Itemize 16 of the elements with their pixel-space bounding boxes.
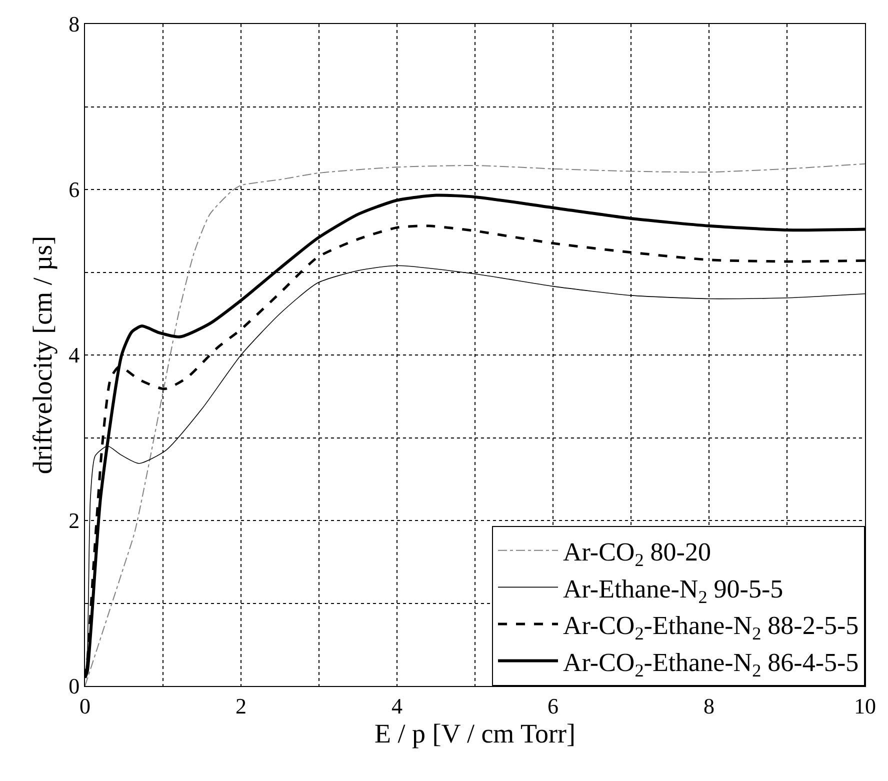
y-tick-label: 2 — [68, 508, 80, 534]
x-tick-label: 6 — [548, 693, 558, 718]
y-tick-label: 0 — [68, 674, 80, 699]
y-tick-label: 6 — [68, 177, 80, 202]
legend-label: Ar-Ethane-N$_{2}$ 90-5-5 — [563, 574, 784, 607]
x-axis-title: E / p [V / cm Torr] — [374, 718, 576, 748]
x-tick-label: 10 — [854, 693, 876, 718]
y-axis-title: driftvelocity [cm / µs] — [28, 236, 58, 474]
x-tick-label: 4 — [392, 693, 402, 718]
y-tick-label: 8 — [68, 12, 80, 37]
legend-label: Ar-CO$_{2}$-Ethane-N$_{2}$ 86-4-5-5 — [563, 648, 859, 680]
x-tick-label: 2 — [236, 693, 246, 718]
x-tick-label: 8 — [704, 693, 714, 718]
y-tick-label: 4 — [68, 342, 80, 368]
legend-label: Ar-CO$_{2}$-Ethane-N$_{2}$ 88-2-5-5 — [563, 611, 859, 644]
legend-label: Ar-CO$_{2}$ 80-20 — [563, 538, 711, 570]
